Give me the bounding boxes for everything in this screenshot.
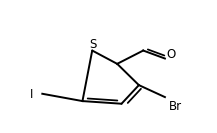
Text: O: O <box>167 48 176 61</box>
Text: Br: Br <box>169 100 182 113</box>
Text: S: S <box>90 38 97 51</box>
Text: I: I <box>30 88 33 101</box>
